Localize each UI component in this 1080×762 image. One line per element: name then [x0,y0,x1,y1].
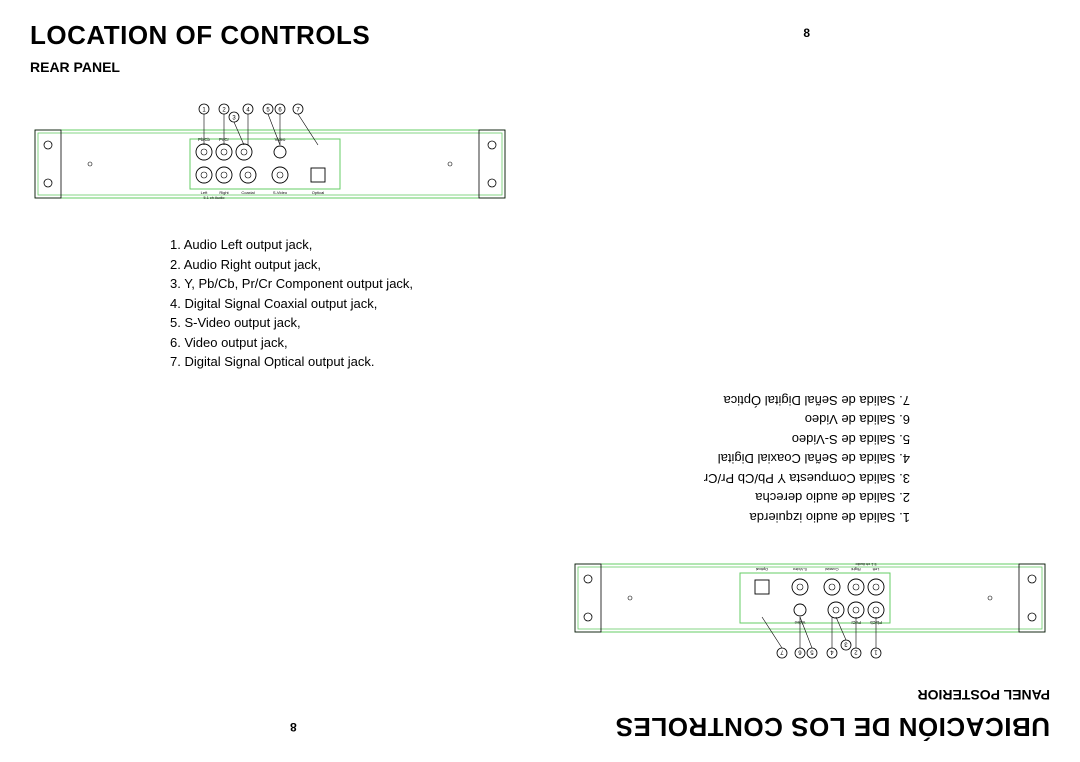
list-item: 7. Digital Signal Optical output jack. [170,352,510,372]
list-item: 2. Salida de audio derecha [570,488,910,508]
controls-list: 1. Audio Left output jack, 2. Audio Righ… [170,235,510,372]
svg-text:3: 3 [844,641,848,647]
svg-text:Coaxial: Coaxial [825,567,838,572]
svg-text:Right: Right [850,567,860,572]
list-item: 6. Video output jack, [170,333,510,353]
english-page: LOCATION OF CONTROLS REAR PANEL Pb/CbPr/… [0,0,540,762]
spanish-page: UBICACIÓN DE LOS CONTROLES PANEL POSTERI… [540,0,1080,762]
list-item: 4. Salida de Señal Coaxial Digital [570,449,910,469]
page-number-bottom-left: 8 [290,720,297,734]
svg-text:Coaxial: Coaxial [241,190,254,195]
svg-text:Video: Video [275,137,286,142]
svg-text:Pb/Cb: Pb/Cb [870,620,882,625]
list-item: 3. Salida Compuesta Y Pb/Cb Pr/Cr [570,469,910,489]
svg-text:4: 4 [830,649,834,655]
svg-text:Video: Video [794,620,805,625]
svg-text:5.1 ch Audio: 5.1 ch Audio [204,196,225,200]
rear-panel-diagram: Pb/CbPr/CrVideoLeftRightCoaxialS-VideoOp… [570,547,1050,667]
page-subtitle: PANEL POSTERIOR [570,687,1050,703]
svg-text:1: 1 [874,649,878,655]
list-item: 3. Y, Pb/Cb, Pr/Cr Component output jack… [170,274,510,294]
svg-text:5.1 ch Audio: 5.1 ch Audio [856,562,877,566]
page-subtitle: REAR PANEL [30,59,510,75]
svg-text:S-Video: S-Video [792,567,807,572]
rear-panel-svg: Pb/CbPr/CrVideoLeftRightCoaxialS-VideoOp… [570,547,1050,667]
controls-list: 1. Salida de audio izquierda 2. Salida d… [570,391,910,528]
svg-text:5: 5 [810,649,814,655]
svg-text:7: 7 [780,649,784,655]
svg-text:Left: Left [201,190,209,195]
svg-text:6: 6 [798,649,802,655]
svg-text:Pb/Cb: Pb/Cb [198,137,210,142]
list-item: 7. Salida de Señal Digital Óptica [570,391,910,411]
rear-panel-svg: Pb/CbPr/CrVideoLeftRightCoaxialS-VideoOp… [30,95,510,215]
list-item: 2. Audio Right output jack, [170,255,510,275]
svg-text:Optical: Optical [756,567,769,572]
list-item: 6. Salida de Video [570,410,910,430]
svg-text:Left: Left [872,567,880,572]
page-title: UBICACIÓN DE LOS CONTROLES [570,711,1050,742]
list-item: 1. Audio Left output jack, [170,235,510,255]
rear-panel-diagram: Pb/CbPr/CrVideoLeftRightCoaxialS-VideoOp… [30,95,510,215]
svg-text:S-Video: S-Video [273,190,288,195]
list-item: 5. S-Video output jack, [170,313,510,333]
list-item: 5. Salida de S-Video [570,430,910,450]
svg-text:Right: Right [219,190,229,195]
svg-text:2: 2 [854,649,858,655]
svg-text:Optical: Optical [312,190,325,195]
list-item: 4. Digital Signal Coaxial output jack, [170,294,510,314]
list-item: 1. Salida de audio izquierda [570,508,910,528]
page-title: LOCATION OF CONTROLS [30,20,510,51]
page-number-top-right: 8 [803,26,810,40]
